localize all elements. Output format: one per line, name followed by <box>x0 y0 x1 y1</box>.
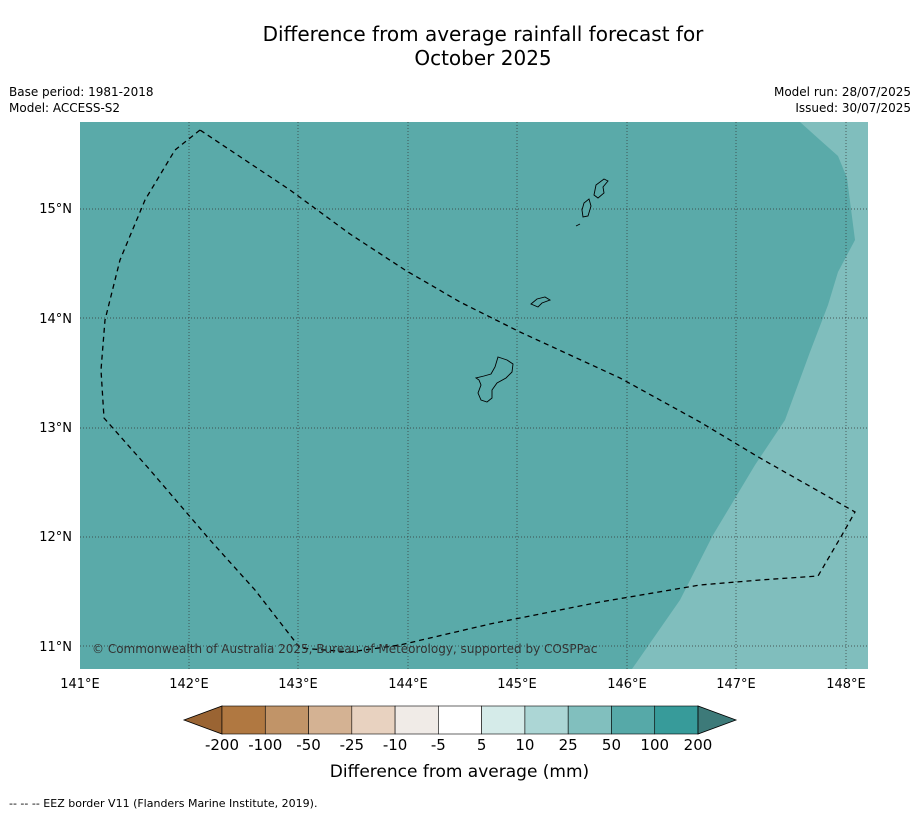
forecast-region-25-50 <box>632 122 868 669</box>
colorbar-tick-labels: -200 -100 -50 -25 -10 -5 5 10 25 50 100 200 <box>0 736 919 756</box>
base-period: Base period: 1981-2018 <box>9 85 154 99</box>
colorbar-tick-label: 5 <box>476 736 487 754</box>
colorbar-extend-low <box>182 705 223 735</box>
island-aguijan <box>575 223 581 227</box>
lon-label: 147°E <box>716 677 756 692</box>
chart-title: Difference from average rainfall forecas… <box>0 22 919 70</box>
lon-label: 144°E <box>388 677 428 692</box>
longitude-labels: 141°E 142°E 143°E 144°E 145°E 146°E 147°… <box>60 677 866 692</box>
colorbar <box>182 705 738 735</box>
lon-label: 145°E <box>497 677 537 692</box>
colorbar-tick-label: -200 <box>204 736 240 754</box>
lat-label: 12°N <box>39 530 72 545</box>
colorbar-segment <box>221 705 266 735</box>
colorbar-tick-label: 10 <box>515 736 535 754</box>
colorbar-segment <box>351 705 396 735</box>
gridlines <box>80 122 868 669</box>
colorbar-tick-label: 100 <box>640 736 670 754</box>
lat-label: 15°N <box>39 202 72 217</box>
island-saipan <box>593 178 609 199</box>
colorbar-segment <box>567 705 612 735</box>
lon-label: 143°E <box>278 677 318 692</box>
title-line-2: October 2025 <box>414 46 552 70</box>
copyright-text: © Commonwealth of Australia 2025, Bureau… <box>92 642 597 656</box>
colorbar-segment <box>264 705 309 735</box>
lon-label: 142°E <box>169 677 209 692</box>
island-guam <box>474 356 514 403</box>
lon-label: 148°E <box>826 677 866 692</box>
colorbar-segment <box>308 705 353 735</box>
colorbar-segment <box>524 705 569 735</box>
model-run: Model run: 28/07/2025 <box>773 85 911 99</box>
colorbar-segment <box>611 705 656 735</box>
colorbar-title: Difference from average (mm) <box>329 762 590 782</box>
colorbar-tick-label: 50 <box>601 736 621 754</box>
lat-label: 11°N <box>39 640 72 655</box>
latitude-labels: 15°N 14°N 13°N 12°N 11°N <box>39 202 72 655</box>
colorbar-segment <box>654 705 699 735</box>
lat-label: 14°N <box>39 312 72 327</box>
colorbar-segment <box>394 705 439 735</box>
meta-left: Base period: 1981-2018 Model: ACCESS-S2 <box>9 84 154 116</box>
eez-border <box>100 129 856 653</box>
colorbar-segment <box>438 705 482 735</box>
colorbar-segment <box>481 705 526 735</box>
colorbar-tick-label: 25 <box>558 736 578 754</box>
colorbar-tick-label: -100 <box>248 736 283 754</box>
colorbar-extend-high <box>697 705 738 735</box>
colorbar-tick-label: -5 <box>430 736 446 754</box>
model-name: Model: ACCESS-S2 <box>9 101 121 115</box>
lon-label: 141°E <box>60 677 100 692</box>
island-rota <box>530 296 552 308</box>
colorbar-tick-label: -10 <box>382 736 408 754</box>
colorbar-tick-label: 200 <box>683 736 713 754</box>
colorbar-tick-label: -25 <box>339 736 365 754</box>
lat-label: 13°N <box>39 421 72 436</box>
title-line-1: Difference from average rainfall forecas… <box>262 22 704 46</box>
island-tinian <box>581 198 592 218</box>
colorbar-tick-label: -50 <box>296 736 321 754</box>
eez-footnote: -- -- -- EEZ border V11 (Flanders Marine… <box>9 797 318 810</box>
islands <box>474 178 609 403</box>
map-panel <box>80 122 868 669</box>
lon-label: 146°E <box>607 677 647 692</box>
meta-right: Model run: 28/07/2025 Issued: 30/07/2025 <box>774 84 911 116</box>
issued-date: Issued: 30/07/2025 <box>795 101 911 115</box>
